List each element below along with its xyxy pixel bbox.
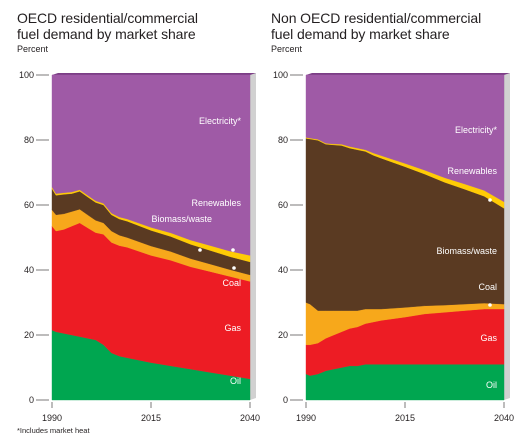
panel-2-area-oil: [305, 364, 505, 401]
panel-2-xtick-label: 1990: [296, 413, 316, 423]
panel-1-label-electricity: Electricity*: [199, 116, 242, 126]
panel-1-label-coal: Coal: [222, 278, 241, 288]
panel-1-top-face: [52, 73, 256, 75]
panel-1-xtick-label: 2040: [240, 413, 260, 423]
panel-1-label-biomass-waste: Biomass/waste: [151, 214, 212, 224]
panel-2-area-electricity: [305, 74, 505, 203]
panel-2-ytick-label: 0: [283, 395, 288, 405]
panel-2-ytick-label: 40: [278, 265, 288, 275]
panel-1-xtick-label: 2015: [141, 413, 161, 423]
panel-2-title-line1: Non OECD residential/commercial: [271, 10, 482, 26]
panel-2-label-gas: Gas: [480, 333, 497, 343]
footnote: *Includes market heat: [17, 426, 90, 435]
panel-2-ytick-label: 60: [278, 200, 288, 210]
panel-1-callout-dot: [232, 266, 236, 270]
panel-1-label-renewables: Renewables: [191, 198, 241, 208]
panel-2-ytick-label: 100: [273, 70, 288, 80]
panel-2-ytick-label: 20: [278, 330, 288, 340]
panel-2-label-coal: Coal: [478, 282, 497, 292]
panel-1-ytick-label: 0: [29, 395, 34, 405]
panel-1-side-face: [250, 73, 256, 400]
panel-2-xtick-label: 2015: [395, 413, 415, 423]
panel-2-callout-dot: [488, 198, 492, 202]
panel-1-ytick-label: 40: [24, 265, 34, 275]
panel-1-callout-dot: [198, 248, 202, 252]
panel-2-ytick-label: 80: [278, 135, 288, 145]
panel-1-xtick-label: 1990: [42, 413, 62, 423]
panel-1-title: OECD residential/commercial fuel demand …: [17, 10, 267, 42]
panel-1-ytick-label: 60: [24, 200, 34, 210]
panel-2-label-oil: Oil: [486, 380, 497, 390]
panel-1-ytick-label: 80: [24, 135, 34, 145]
panel-2-xtick-label: 2040: [494, 413, 514, 423]
panel-2-title: Non OECD residential/commercial fuel dem…: [271, 10, 521, 42]
panel-1-label-oil: Oil: [230, 376, 241, 386]
panel-2-label-renewables: Renewables: [447, 166, 497, 176]
panel-2-label-electricity: Electricity*: [455, 125, 498, 135]
panel-1-title-line1: OECD residential/commercial: [17, 10, 198, 26]
panel-2-callout-dot: [488, 303, 492, 307]
panel-1-ytick-label: 20: [24, 330, 34, 340]
panel-2-side-face: [504, 73, 510, 400]
panel-1-callout-dot: [231, 248, 235, 252]
panel-1-ylabel: Percent: [17, 44, 49, 54]
panel-2-label-biomass-waste: Biomass/waste: [436, 246, 497, 256]
panel-1-area-electricity: [51, 74, 251, 256]
panel-1-label-gas: Gas: [224, 323, 241, 333]
panel-2-ylabel: Percent: [271, 44, 303, 54]
panel-1-ytick-label: 100: [19, 70, 34, 80]
panel-2-top-face: [306, 73, 510, 75]
panel-2-title-line2: fuel demand by market share: [271, 26, 450, 42]
panel-1-title-line2: fuel demand by market share: [17, 26, 196, 42]
